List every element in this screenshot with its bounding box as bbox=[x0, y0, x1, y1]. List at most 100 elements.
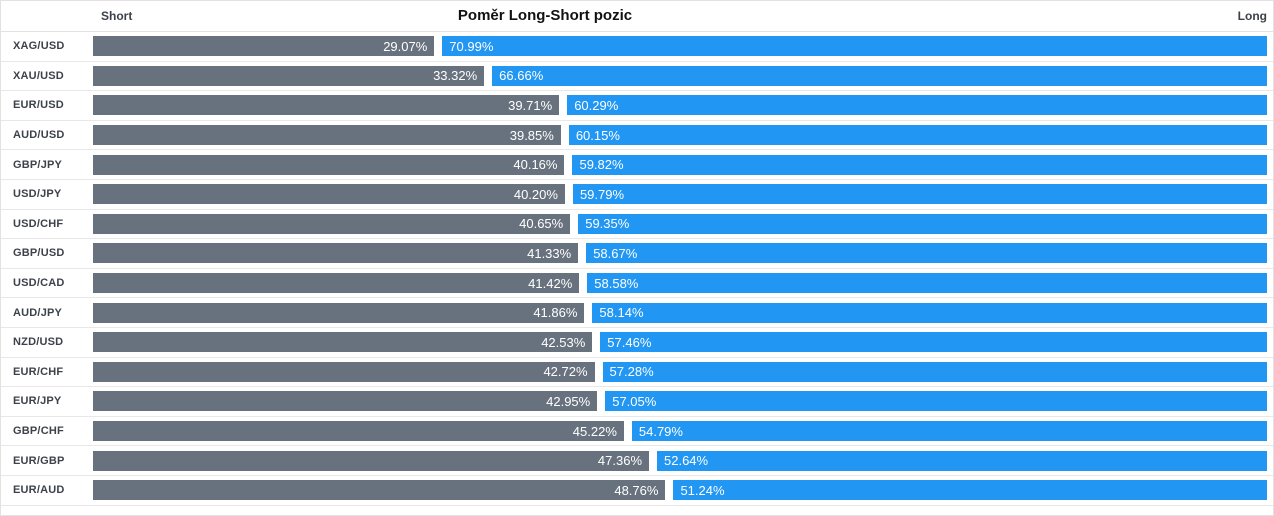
bar-track: 42.53% 57.46% bbox=[93, 332, 1267, 353]
long-value-label: 66.66% bbox=[499, 68, 544, 84]
long-bar: 54.79% bbox=[631, 421, 1267, 442]
bar-track: 40.20% 59.79% bbox=[93, 184, 1267, 205]
chart-header: Short Poměr Long-Short pozic Long bbox=[1, 1, 1273, 32]
short-bar: 40.65% bbox=[93, 213, 571, 234]
currency-pair-label: EUR/JPY bbox=[13, 395, 62, 408]
short-bar: 40.20% bbox=[93, 184, 565, 205]
short-bar: 42.95% bbox=[93, 391, 598, 412]
table-row: USD/JPY 40.20% 59.79% bbox=[1, 180, 1273, 210]
short-bar: 41.33% bbox=[93, 243, 579, 264]
short-value-label: 48.76% bbox=[614, 482, 659, 498]
long-bar: 70.99% bbox=[442, 36, 1267, 57]
chart-title: Poměr Long-Short pozic bbox=[457, 7, 633, 24]
short-bar: 42.53% bbox=[93, 332, 593, 353]
currency-pair-label: XAG/USD bbox=[13, 40, 65, 53]
currency-pair-label: EUR/CHF bbox=[13, 365, 64, 378]
short-value-label: 42.53% bbox=[541, 334, 586, 350]
long-bar: 59.35% bbox=[578, 213, 1267, 234]
table-row: GBP/USD 41.33% 58.67% bbox=[1, 239, 1273, 269]
long-value-label: 58.58% bbox=[594, 275, 639, 291]
long-value-label: 59.82% bbox=[579, 157, 624, 173]
table-row: EUR/JPY 42.95% 57.05% bbox=[1, 387, 1273, 417]
long-bar: 58.58% bbox=[587, 273, 1267, 294]
long-bar: 59.79% bbox=[572, 184, 1267, 205]
bar-track: 47.36% 52.64% bbox=[93, 450, 1267, 471]
table-row: GBP/JPY 40.16% 59.82% bbox=[1, 150, 1273, 180]
short-value-label: 41.33% bbox=[527, 245, 572, 261]
short-bar: 41.42% bbox=[93, 273, 580, 294]
table-row: XAU/USD 33.32% 66.66% bbox=[1, 62, 1273, 92]
long-value-label: 57.28% bbox=[609, 364, 654, 380]
table-row: XAG/USD 29.07% 70.99% bbox=[1, 32, 1273, 62]
long-value-label: 70.99% bbox=[449, 38, 494, 54]
currency-pair-label: AUD/JPY bbox=[13, 306, 63, 319]
short-value-label: 40.20% bbox=[513, 186, 558, 202]
long-bar: 58.14% bbox=[592, 302, 1267, 323]
table-row: AUD/USD 39.85% 60.15% bbox=[1, 121, 1273, 151]
long-value-label: 52.64% bbox=[664, 453, 709, 469]
long-bar: 57.05% bbox=[605, 391, 1267, 412]
short-bar: 41.86% bbox=[93, 302, 585, 323]
short-bar: 29.07% bbox=[93, 36, 435, 57]
table-row: USD/CHF 40.65% 59.35% bbox=[1, 210, 1273, 240]
bar-track: 48.76% 51.24% bbox=[93, 480, 1267, 501]
bar-track: 41.33% 58.67% bbox=[93, 243, 1267, 264]
long-bar: 60.15% bbox=[568, 125, 1267, 146]
table-row: EUR/GBP 47.36% 52.64% bbox=[1, 446, 1273, 476]
short-value-label: 39.85% bbox=[509, 127, 554, 143]
short-bar: 42.72% bbox=[93, 361, 595, 382]
long-value-label: 58.67% bbox=[593, 245, 638, 261]
long-value-label: 54.79% bbox=[638, 423, 683, 439]
short-bar: 48.76% bbox=[93, 480, 666, 501]
table-row: EUR/USD 39.71% 60.29% bbox=[1, 91, 1273, 121]
currency-pair-label: USD/JPY bbox=[13, 188, 62, 201]
short-value-label: 39.71% bbox=[508, 97, 553, 113]
long-bar: 58.67% bbox=[586, 243, 1267, 264]
short-value-label: 47.36% bbox=[597, 453, 642, 469]
long-value-label: 60.29% bbox=[574, 97, 619, 113]
long-bar: 57.28% bbox=[602, 361, 1267, 382]
long-bar: 66.66% bbox=[492, 65, 1267, 86]
currency-pair-label: XAU/USD bbox=[13, 69, 64, 82]
bar-track: 40.16% 59.82% bbox=[93, 154, 1267, 175]
long-legend-label: Long bbox=[1237, 9, 1267, 23]
long-bar: 57.46% bbox=[600, 332, 1267, 353]
short-bar: 39.85% bbox=[93, 125, 561, 146]
currency-pair-label: USD/CHF bbox=[13, 217, 64, 230]
currency-pair-label: EUR/USD bbox=[13, 99, 64, 112]
long-bar: 52.64% bbox=[657, 450, 1267, 471]
long-bar: 60.29% bbox=[567, 95, 1267, 116]
currency-pair-label: EUR/AUD bbox=[13, 484, 65, 497]
long-bar: 59.82% bbox=[572, 154, 1267, 175]
bar-track: 41.86% 58.14% bbox=[93, 302, 1267, 323]
bar-track: 45.22% 54.79% bbox=[93, 421, 1267, 442]
currency-pair-label: GBP/JPY bbox=[13, 158, 63, 171]
bar-track: 29.07% 70.99% bbox=[93, 36, 1267, 57]
bar-track: 41.42% 58.58% bbox=[93, 273, 1267, 294]
long-value-label: 59.35% bbox=[585, 216, 630, 232]
long-value-label: 57.05% bbox=[612, 393, 657, 409]
long-value-label: 58.14% bbox=[599, 305, 644, 321]
short-value-label: 40.65% bbox=[519, 216, 564, 232]
bar-track: 39.85% 60.15% bbox=[93, 125, 1267, 146]
short-legend-label: Short bbox=[101, 9, 133, 23]
short-bar: 40.16% bbox=[93, 154, 565, 175]
currency-pair-label: GBP/CHF bbox=[13, 425, 64, 438]
long-bar: 51.24% bbox=[673, 480, 1267, 501]
short-value-label: 42.72% bbox=[543, 364, 588, 380]
short-value-label: 40.16% bbox=[513, 157, 558, 173]
currency-pair-label: EUR/GBP bbox=[13, 454, 65, 467]
short-bar: 39.71% bbox=[93, 95, 560, 116]
short-bar: 33.32% bbox=[93, 65, 485, 86]
chart-rows: XAG/USD 29.07% 70.99% XAU/USD 33.32% 66.66% EU… bbox=[1, 32, 1273, 506]
short-value-label: 41.86% bbox=[533, 305, 578, 321]
currency-pair-label: USD/CAD bbox=[13, 277, 65, 290]
short-value-label: 41.42% bbox=[528, 275, 573, 291]
table-row: EUR/AUD 48.76% 51.24% bbox=[1, 476, 1273, 506]
table-row: USD/CAD 41.42% 58.58% bbox=[1, 269, 1273, 299]
long-value-label: 59.79% bbox=[579, 186, 625, 202]
bar-track: 42.95% 57.05% bbox=[93, 391, 1267, 412]
currency-pair-label: AUD/USD bbox=[13, 129, 65, 142]
currency-pair-label: NZD/USD bbox=[13, 336, 64, 349]
